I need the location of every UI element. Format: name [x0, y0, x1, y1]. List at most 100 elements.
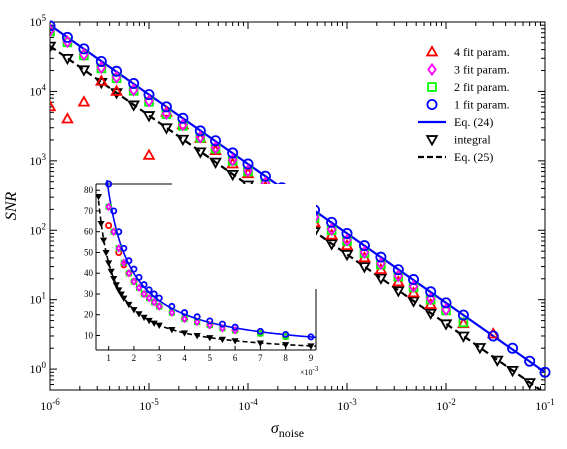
inset-point-1-fit-param- — [282, 330, 290, 338]
point-1-fit-param- — [408, 274, 420, 286]
inset-point-integral — [282, 342, 290, 349]
legend-label-4-fit-param-: 4 fit param. — [454, 45, 510, 59]
point-1-fit-param- — [50, 20, 56, 32]
point-integral — [160, 123, 173, 135]
point-1-fit-param- — [61, 31, 73, 43]
inset-point-3-fit-param- — [130, 277, 138, 286]
inset-point-3-fit-param- — [125, 268, 133, 278]
inset-point-integral — [96, 194, 103, 201]
inset-y-tick-label: 60 — [84, 227, 94, 237]
inset-x-tick-label: 6 — [233, 353, 238, 363]
inset-point-1-fit-param- — [110, 207, 118, 215]
legend-label-2-fit-param-: 2 fit param. — [454, 80, 510, 94]
point-integral — [506, 365, 519, 378]
y-axis-label: SNR — [3, 192, 20, 221]
inset-point-integral — [115, 287, 123, 294]
inset-y-tick-label: 10 — [84, 330, 94, 340]
point-2-fit-param- — [458, 317, 469, 328]
inset-point-1-fit-param- — [193, 313, 201, 321]
inset-point-integral — [218, 336, 227, 344]
inset-point-integral — [112, 282, 120, 289]
inset-point-integral — [125, 301, 133, 309]
inset-point-1-fit-param- — [307, 333, 315, 341]
point-1-fit-param- — [440, 297, 452, 309]
legend-label-integral: integral — [454, 133, 491, 147]
point-integral — [391, 286, 405, 298]
inset-point-1-fit-param- — [256, 327, 264, 335]
point-integral — [340, 249, 354, 262]
legend-marker-1-fit-param- — [426, 99, 438, 111]
inset-point-3-fit-param- — [168, 308, 176, 318]
point-3-fit-param- — [441, 302, 451, 317]
legend-label-3-fit-param-: 3 fit param. — [454, 63, 510, 77]
point-1-fit-param- — [194, 125, 206, 137]
x-axis-label: σnoise — [271, 420, 304, 440]
inset-point-integral — [180, 330, 189, 337]
inset-point-1-fit-param- — [155, 294, 163, 302]
inset-y-tick-label: 20 — [84, 310, 94, 320]
legend-marker-4-fit-param- — [425, 45, 439, 57]
inset-point-3-fit-param- — [135, 283, 143, 293]
inset-point-3-fit-param- — [150, 297, 158, 307]
point-3-fit-param- — [326, 222, 337, 236]
point-integral — [226, 169, 240, 182]
inset-x-tick-label: 4 — [182, 353, 187, 363]
inset-y-tick-label: 50 — [84, 247, 94, 257]
inset-point-integral — [97, 220, 105, 228]
point-1-fit-param- — [210, 135, 222, 147]
point-integral — [50, 41, 57, 53]
point-4-fit-param- — [110, 84, 123, 96]
inset-point-1-fit-param- — [145, 286, 153, 294]
y-tick-label: 102 — [30, 221, 47, 237]
point-1-fit-param- — [487, 330, 499, 342]
inset-point-1-fit-param- — [135, 273, 143, 281]
inset-point-3-fit-param- — [181, 314, 188, 324]
point-1-fit-param- — [177, 112, 189, 124]
point-integral — [142, 111, 156, 123]
point-1-fit-param- — [358, 240, 370, 252]
point-4-fit-param- — [61, 112, 74, 124]
inset-point-integral — [110, 275, 118, 283]
point-integral — [457, 331, 470, 343]
inset-point-1-fit-param- — [125, 257, 133, 265]
inset-y-tick-label: 30 — [84, 289, 94, 299]
point-1-fit-param- — [227, 147, 239, 159]
inset-point-3-fit-param- — [115, 243, 122, 253]
inset-point-integral — [307, 343, 315, 350]
point-integral — [209, 157, 222, 169]
point-1-fit-param- — [242, 158, 254, 170]
point-3-fit-param- — [359, 245, 370, 259]
inset-point-3-fit-param- — [140, 289, 148, 299]
main-plot-frame — [49, 21, 546, 391]
point-4-fit-param- — [486, 327, 500, 339]
inset-point-integral — [145, 317, 153, 325]
x-tick-label: 10-4 — [238, 397, 258, 413]
inset-x-tick-label: 1 — [106, 353, 111, 363]
inset-x-tick-label: 3 — [157, 353, 162, 363]
inset-point-integral — [140, 314, 148, 322]
point-3-fit-param- — [243, 164, 253, 178]
inset-point-integral — [107, 268, 115, 276]
inset-x-tick-label: 7 — [258, 353, 263, 363]
point-1-fit-param- — [507, 342, 519, 354]
inset-point-3-fit-param- — [156, 302, 163, 311]
point-1-fit-param- — [128, 78, 140, 90]
inset-point-integral — [150, 320, 158, 327]
y-tick-label: 104 — [30, 82, 47, 98]
inset-point-1-fit-param- — [168, 302, 176, 310]
point-integral — [61, 53, 74, 66]
point-1-fit-param- — [143, 89, 155, 101]
inset-point-integral — [130, 307, 138, 314]
inset-point-1-fit-param- — [206, 317, 214, 325]
inset-point-integral — [117, 291, 125, 298]
point-integral — [424, 308, 438, 321]
point-1-fit-param- — [392, 264, 404, 276]
legend-marker-3-fit-param- — [427, 62, 437, 77]
point-integral — [176, 134, 190, 147]
inset-point-integral — [135, 311, 143, 318]
point-4-fit-param- — [142, 148, 156, 160]
point-3-fit-param- — [342, 233, 352, 247]
inset-point-1-fit-param- — [115, 228, 123, 236]
inset-x-tick-label: 9 — [309, 353, 314, 363]
inset-point-integral — [120, 295, 128, 302]
